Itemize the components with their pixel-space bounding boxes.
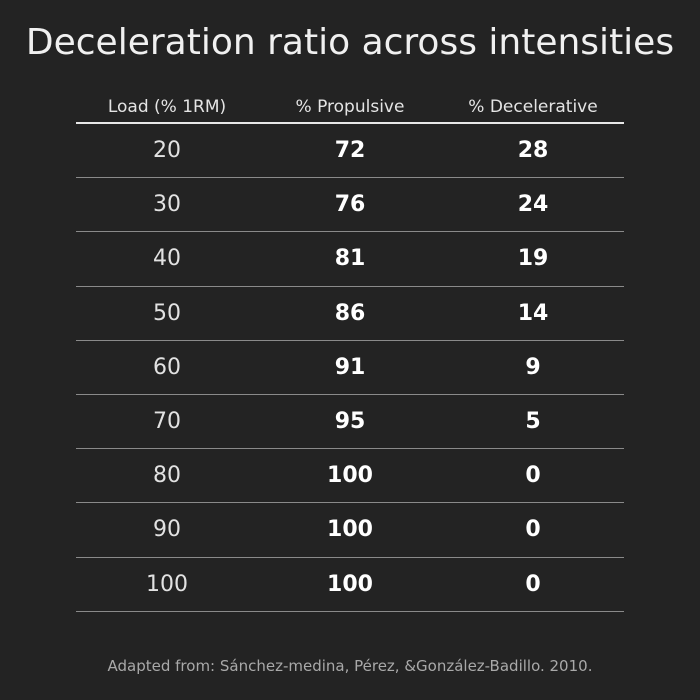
load-cell: 40 [153,246,181,272]
table-row: 60 91 9 [76,341,624,395]
decelerative-cell: 0 [525,517,541,543]
decelerative-cell: 0 [525,463,541,489]
decelerative-cell: 28 [517,138,549,164]
decelerative-cell: 5 [525,409,541,435]
load-cell: 60 [153,354,181,380]
propulsive-cell: 100 [327,571,373,597]
data-table: Load (% 1RM) % Propulsive % Decelerative… [76,92,624,612]
propulsive-cell: 95 [334,409,366,435]
propulsive-cell: 100 [327,463,373,489]
column-header-decelerative: % Decelerative [468,97,598,117]
chart-title: Deceleration ratio across intensities [25,22,675,63]
propulsive-cell: 81 [334,246,366,272]
table-row: 30 76 24 [76,178,624,233]
table-row: 40 81 19 [76,232,624,287]
propulsive-cell: 86 [334,300,366,326]
table-row: 70 95 5 [76,395,624,450]
column-header-load: Load (% 1RM) [107,97,227,117]
load-cell: 70 [153,409,181,435]
propulsive-cell: 76 [334,192,366,218]
table-body: 20 72 28 30 76 24 40 81 19 50 86 14 60 91 9 70 95 5 80 100 0… [76,124,624,612]
table-row: 80 100 0 [76,449,624,504]
decelerative-cell: 24 [517,192,549,218]
propulsive-cell: 100 [327,517,373,543]
table-header: Load (% 1RM) % Propulsive % Decelerative [76,92,624,124]
load-cell: 20 [153,138,181,164]
load-cell: 50 [153,300,181,326]
source-note: Adapted from: Sánchez-medina, Pérez, &Go… [107,657,593,675]
table-row: 100 100 0 [76,558,624,612]
load-cell: 80 [153,463,181,489]
propulsive-cell: 72 [334,138,366,164]
load-cell: 100 [146,571,188,597]
propulsive-cell: 91 [334,354,366,380]
table-row: 90 100 0 [76,503,624,558]
decelerative-cell: 9 [525,354,541,380]
table-row: 50 86 14 [76,287,624,341]
decelerative-cell: 14 [517,300,549,326]
load-cell: 30 [153,192,181,218]
load-cell: 90 [153,517,181,543]
decelerative-cell: 0 [525,571,541,597]
decelerative-cell: 19 [517,246,549,272]
column-header-propulsive: % Propulsive [295,97,405,117]
table-row: 20 72 28 [76,124,624,179]
